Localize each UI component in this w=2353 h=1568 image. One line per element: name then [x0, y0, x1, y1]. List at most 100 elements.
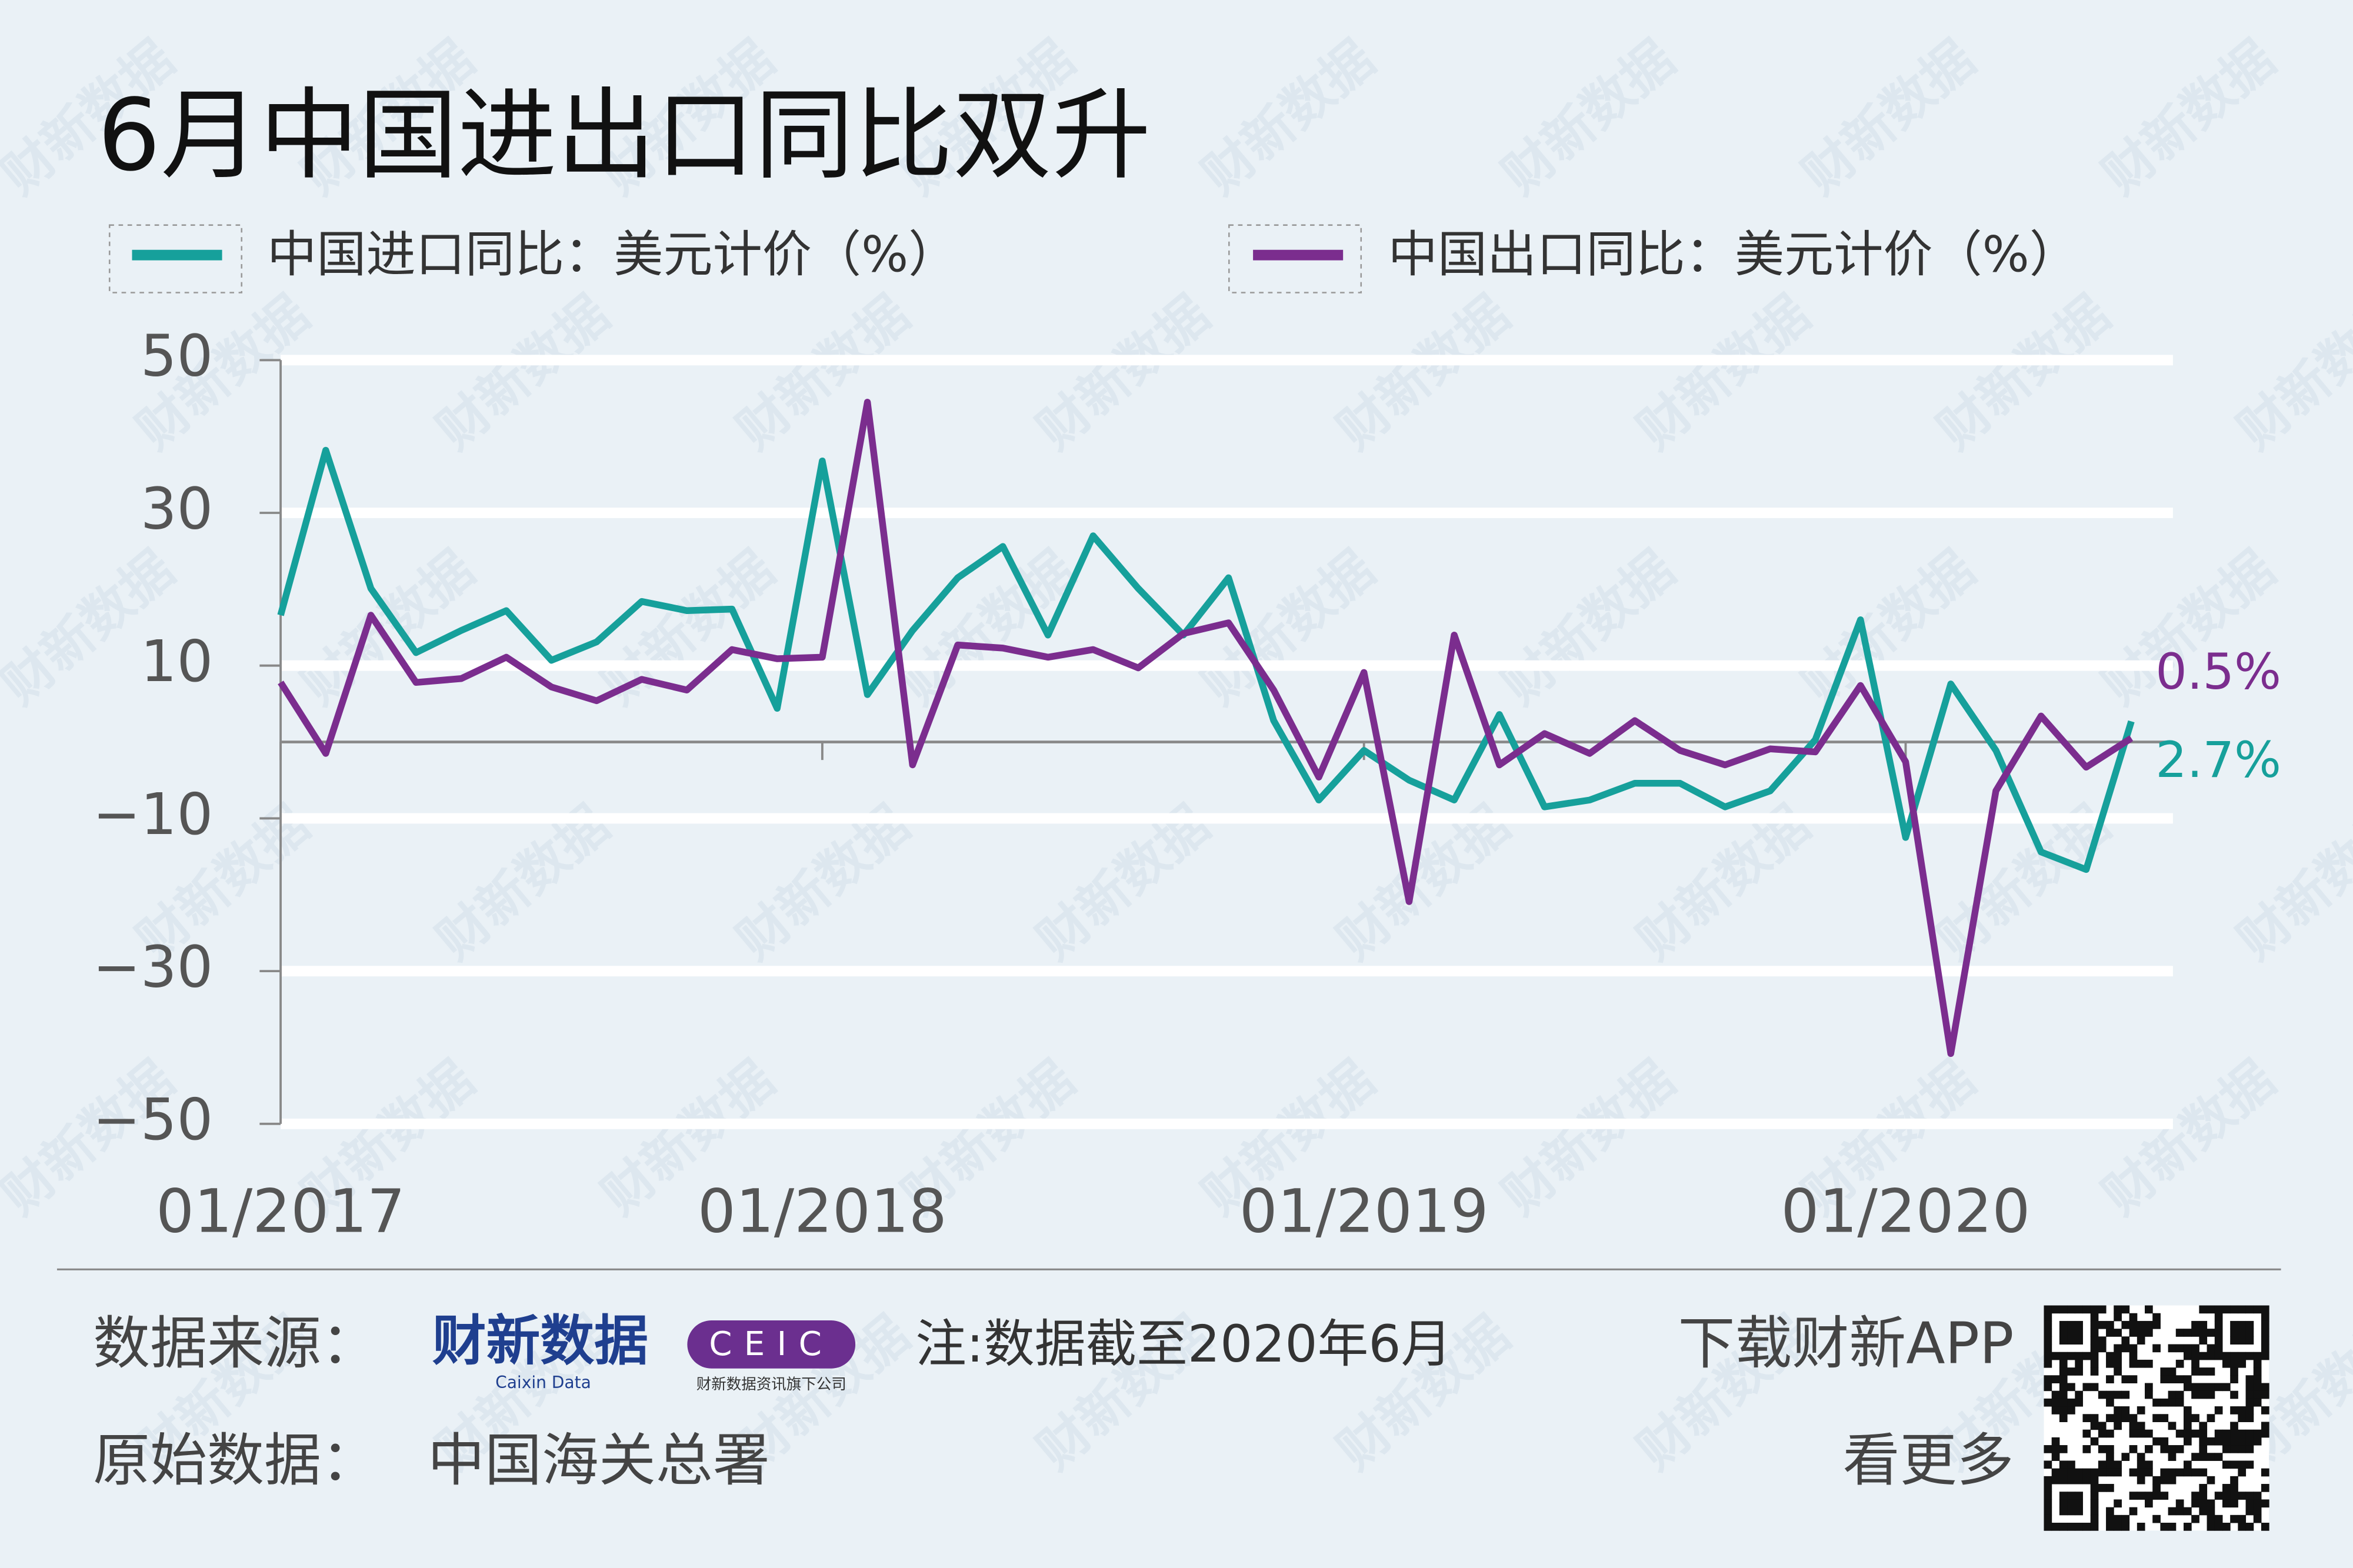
qr-cell	[2067, 1492, 2075, 1500]
qr-cell	[2044, 1484, 2052, 1492]
qr-cell	[2191, 1492, 2199, 1500]
qr-cell	[2059, 1499, 2068, 1508]
qr-cell	[2114, 1460, 2122, 1469]
qr-cell	[2090, 1523, 2099, 1531]
qr-cell	[2098, 1429, 2107, 1438]
qr-cell	[2106, 1352, 2114, 1360]
qr-cell	[2214, 1336, 2223, 1345]
qr-cell	[2261, 1305, 2269, 1314]
qr-cell	[2191, 1320, 2199, 1329]
qr-cell	[2044, 1460, 2052, 1469]
qr-cell	[2090, 1344, 2099, 1353]
qr-cell	[2207, 1352, 2215, 1360]
qr-cell	[2090, 1514, 2099, 1523]
qr-cell	[2191, 1329, 2199, 1337]
qr-cell	[2168, 1375, 2177, 1384]
qr-cell	[2067, 1305, 2075, 1314]
qr-cell	[2129, 1468, 2138, 1477]
qr-cell	[2230, 1320, 2238, 1329]
qr-cell	[2106, 1468, 2114, 1477]
source-label: 数据来源：	[93, 1310, 378, 1376]
qr-cell	[2245, 1352, 2254, 1360]
qr-cell	[2222, 1499, 2231, 1508]
qr-cell	[2090, 1468, 2099, 1477]
qr-cell	[2214, 1453, 2223, 1461]
qr-cell	[2214, 1329, 2223, 1337]
ceic-sub: 财新数据资讯旗下公司	[696, 1376, 846, 1393]
qr-cell	[2044, 1523, 2052, 1531]
qr-cell	[2145, 1492, 2153, 1500]
qr-cell	[2261, 1336, 2269, 1345]
qr-cell	[2261, 1313, 2269, 1322]
qr-cell	[2137, 1492, 2145, 1500]
qr-cell	[2230, 1422, 2238, 1430]
qr-cell	[2129, 1329, 2138, 1337]
qr-cell	[2253, 1398, 2262, 1407]
qr-cell	[2098, 1460, 2107, 1469]
qr-cell	[2245, 1305, 2254, 1314]
qr-cell	[2067, 1507, 2075, 1516]
qr-cell	[2059, 1492, 2068, 1500]
qr-cell	[2230, 1445, 2238, 1453]
qr-cell	[2044, 1375, 2052, 1384]
qr-cell	[2114, 1367, 2122, 1376]
qr-cell	[2207, 1507, 2215, 1516]
qr-cell	[2253, 1429, 2262, 1438]
qr-cell	[2245, 1336, 2254, 1345]
qr-cell	[2051, 1468, 2060, 1477]
qr-cell	[2222, 1437, 2231, 1446]
qr-cell	[2207, 1383, 2215, 1392]
qr-cell	[2067, 1329, 2075, 1337]
qr-cell	[2145, 1429, 2153, 1438]
qr-cell	[2075, 1359, 2083, 1368]
qr-cell	[2129, 1422, 2138, 1430]
qr-cell	[2183, 1375, 2192, 1384]
qr-cell	[2067, 1336, 2075, 1345]
qr-cell	[2098, 1422, 2107, 1430]
qr-cell	[2075, 1305, 2083, 1314]
qr-cell	[2137, 1329, 2145, 1337]
qr-cell	[2059, 1305, 2068, 1314]
qr-cell	[2106, 1484, 2114, 1492]
qr-cell	[2129, 1429, 2138, 1438]
qr-cell	[2075, 1336, 2083, 1345]
qr-cell	[2207, 1305, 2215, 1314]
qr-cell	[2214, 1437, 2223, 1446]
qr-cell	[2199, 1468, 2208, 1477]
qr-cell	[2114, 1499, 2122, 1508]
qr-cell	[2044, 1336, 2052, 1345]
qr-cell	[2245, 1523, 2254, 1531]
qr-cell	[2207, 1523, 2215, 1531]
qr-cell	[2152, 1320, 2161, 1329]
qr-cell	[2253, 1305, 2262, 1314]
qr-cell	[2222, 1305, 2231, 1314]
qr-cell	[2245, 1406, 2254, 1414]
qr-cell	[2214, 1320, 2223, 1329]
qr-cell	[2145, 1499, 2153, 1508]
qr-cell	[2183, 1383, 2192, 1392]
qr-cell	[2261, 1422, 2269, 1430]
qr-cell	[2191, 1499, 2199, 1508]
qr-cell	[2121, 1514, 2130, 1523]
qr-cell	[2137, 1422, 2145, 1430]
qr-cell	[2253, 1499, 2262, 1508]
qr-cell	[2175, 1375, 2184, 1384]
qr-cell	[2051, 1453, 2060, 1461]
qr-cell	[2238, 1305, 2247, 1314]
qr-cell	[2090, 1499, 2099, 1508]
qr-cell	[2253, 1390, 2262, 1399]
qr-cell	[2090, 1305, 2099, 1314]
qr-cell	[2129, 1375, 2138, 1384]
qr-cell	[2145, 1359, 2153, 1368]
qr-cell	[2090, 1367, 2099, 1376]
qr-cell	[2106, 1460, 2114, 1469]
qr-cell	[2222, 1484, 2231, 1492]
qr-cell	[2121, 1414, 2130, 1422]
qr-cell	[2098, 1336, 2107, 1345]
qr-cell	[2129, 1492, 2138, 1500]
value-label: 2.7%	[2155, 731, 2281, 789]
qr-cell	[2044, 1383, 2052, 1392]
qr-cell	[2261, 1429, 2269, 1438]
qr-cell	[2051, 1305, 2060, 1314]
qr-cell	[2199, 1453, 2208, 1461]
